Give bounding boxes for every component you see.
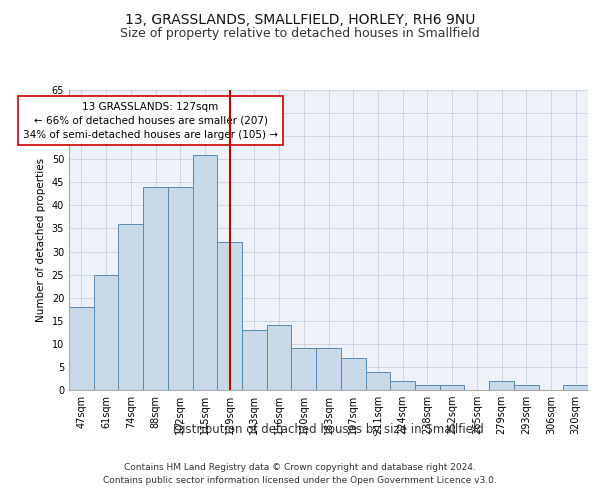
Text: 13, GRASSLANDS, SMALLFIELD, HORLEY, RH6 9NU: 13, GRASSLANDS, SMALLFIELD, HORLEY, RH6 …	[125, 12, 475, 26]
Text: Size of property relative to detached houses in Smallfield: Size of property relative to detached ho…	[120, 28, 480, 40]
Bar	[217, 242, 242, 390]
Bar	[415, 386, 440, 390]
Y-axis label: Number of detached properties: Number of detached properties	[36, 158, 46, 322]
Bar	[168, 187, 193, 390]
Text: Contains public sector information licensed under the Open Government Licence v3: Contains public sector information licen…	[103, 476, 497, 485]
Bar	[316, 348, 341, 390]
Bar	[489, 381, 514, 390]
Bar	[118, 224, 143, 390]
Bar	[563, 386, 588, 390]
Text: 13 GRASSLANDS: 127sqm
← 66% of detached houses are smaller (207)
34% of semi-det: 13 GRASSLANDS: 127sqm ← 66% of detached …	[23, 102, 278, 140]
Bar	[514, 386, 539, 390]
Bar	[440, 386, 464, 390]
Bar	[365, 372, 390, 390]
Bar	[390, 381, 415, 390]
Bar	[292, 348, 316, 390]
Bar	[69, 307, 94, 390]
Text: Contains HM Land Registry data © Crown copyright and database right 2024.: Contains HM Land Registry data © Crown c…	[124, 462, 476, 471]
Text: Distribution of detached houses by size in Smallfield: Distribution of detached houses by size …	[173, 422, 484, 436]
Bar	[267, 326, 292, 390]
Bar	[143, 187, 168, 390]
Bar	[242, 330, 267, 390]
Bar	[94, 274, 118, 390]
Bar	[341, 358, 365, 390]
Bar	[193, 154, 217, 390]
